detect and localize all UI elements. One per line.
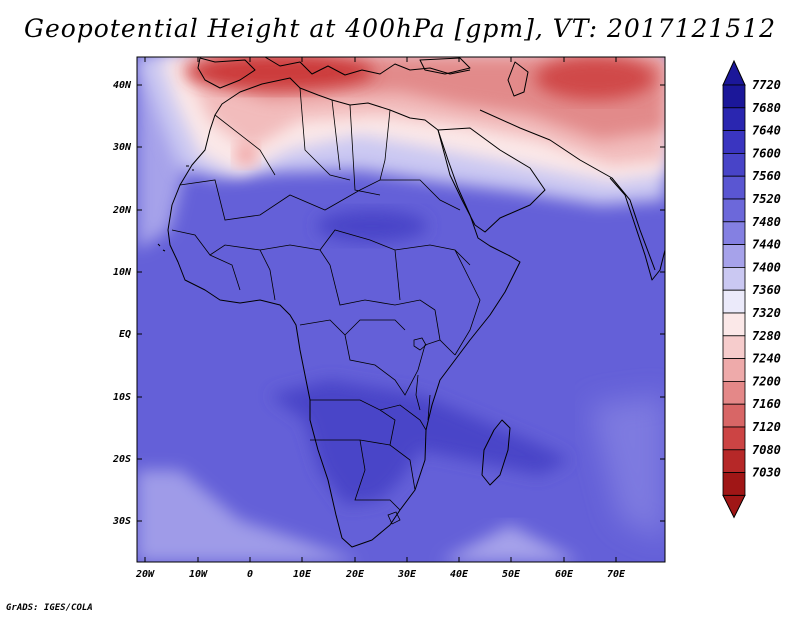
lon-tick-label: 30E [397, 569, 417, 580]
colorbar-swatch [722, 84, 746, 109]
lat-tick-label: 20S [112, 454, 131, 465]
lon-tick-label: 10W [189, 569, 208, 580]
colorbar-level-label: 7560 [752, 169, 781, 183]
black-sea-outline [419, 57, 471, 75]
colorbar-bottom-arrow [722, 494, 746, 519]
lat-tick-label: 10N [113, 267, 132, 278]
caspian-outline [507, 61, 529, 97]
colorbar-level-label: 7520 [752, 192, 781, 206]
colorbar-level-label: 7240 [752, 352, 781, 366]
map-frame [136, 56, 666, 563]
chart-title: Geopotential Height at 400hPa [gpm], VT:… [23, 14, 777, 43]
arabia-outline [437, 127, 546, 233]
lakes [413, 337, 431, 421]
colorbar-level-label: 7360 [752, 283, 781, 297]
colorbar-swatch [722, 107, 746, 132]
colorbar-swatch [722, 380, 746, 405]
lon-tick-label: 60E [555, 569, 574, 580]
border-congo [299, 319, 419, 396]
colorbar-level-label: 7480 [752, 215, 781, 229]
field-central-asia-low [535, 57, 655, 100]
colorbar-level-label: 7280 [752, 329, 781, 343]
colorbar-level-label: 7160 [752, 397, 781, 411]
colorbar-swatch [722, 312, 746, 337]
colorbar-level-label: 7680 [752, 101, 781, 115]
border-north [214, 87, 391, 196]
colorbar: 7720 7680 7640 7600 7560 7520 7480 7440 7400 7360… [722, 59, 781, 519]
lon-tick-label: 20E [345, 569, 365, 580]
lat-tick-label: 20N [112, 205, 132, 216]
lon-tick-label: 0 [247, 569, 253, 580]
colorbar-level-label: 7600 [752, 146, 781, 160]
colorbar-swatch [722, 358, 746, 382]
colorbar-level-label: 7320 [752, 306, 781, 320]
colorbar-swatch [722, 449, 746, 473]
lon-tick-label: 10E [293, 569, 312, 580]
border-layer [171, 87, 481, 525]
colorbar-level-label: 7400 [752, 260, 781, 274]
colorbar-swatch [722, 335, 746, 359]
colorbar-level-label: 7440 [752, 238, 781, 252]
lesotho-outline [387, 511, 401, 525]
lon-tick-label: 50E [502, 569, 521, 580]
colorbar-swatch [722, 244, 746, 268]
persian-gulf-coast [479, 109, 656, 271]
madagascar-outline [481, 419, 511, 486]
colorbar-swatch [722, 198, 746, 223]
colorbar-level-label: 7200 [752, 374, 781, 388]
border-south [310, 399, 427, 511]
border-sahel [179, 179, 461, 221]
canary-islands [186, 165, 194, 171]
iberia-outline [197, 57, 256, 89]
colorbar-swatch [722, 221, 746, 246]
colorbar-level-label: 7640 [752, 124, 781, 138]
colorbar-swatch [722, 426, 746, 451]
colorbar-swatch [722, 403, 746, 428]
field-south-pale [137, 470, 360, 562]
lon-tick-label: 40E [450, 569, 469, 580]
lat-tick-label: EQ [119, 329, 131, 340]
field-mediterranean-low [185, 57, 375, 90]
colorbar-swatch [722, 175, 746, 200]
axes-layer: 20W 10W 0 10E 20E 30E 40E 50E 60E 70E 40N 30N 20N 10N… [112, 57, 665, 580]
grads-credit: GrADS: IGES/COLA [6, 603, 93, 613]
colorbar-swatch [722, 289, 746, 314]
colorbar-swatch [722, 130, 746, 154]
lat-tick-label: 10S [113, 392, 131, 403]
colorbar-level-label: 7030 [752, 466, 781, 480]
border-west [171, 229, 331, 301]
europe-coast [264, 57, 471, 76]
colorbar-swatch [722, 152, 746, 177]
colorbar-swatch [722, 266, 746, 291]
field-southeast-pale [440, 525, 580, 562]
border-east [417, 249, 481, 371]
cape-verde-islands [157, 243, 166, 252]
field-southern-high [270, 380, 570, 505]
colorbar-level-label: 7080 [752, 443, 781, 457]
field-northwest-cutoff [235, 144, 257, 166]
lon-tick-label: 20W [135, 569, 155, 580]
india-coast [609, 177, 665, 281]
field-indian-ocean [590, 395, 665, 540]
colorbar-swatch [722, 472, 746, 496]
lat-tick-label: 40N [113, 80, 132, 91]
height-field [137, 57, 665, 562]
lat-tick-label: 30N [112, 142, 132, 153]
lon-tick-label: 70E [607, 569, 626, 580]
lat-tick-label: 30S [112, 516, 131, 527]
colorbar-level-label: 7720 [752, 78, 781, 92]
colorbar-top-arrow [722, 59, 746, 86]
field-sahel-high [317, 210, 427, 242]
colorbar-level-label: 7120 [752, 420, 781, 434]
